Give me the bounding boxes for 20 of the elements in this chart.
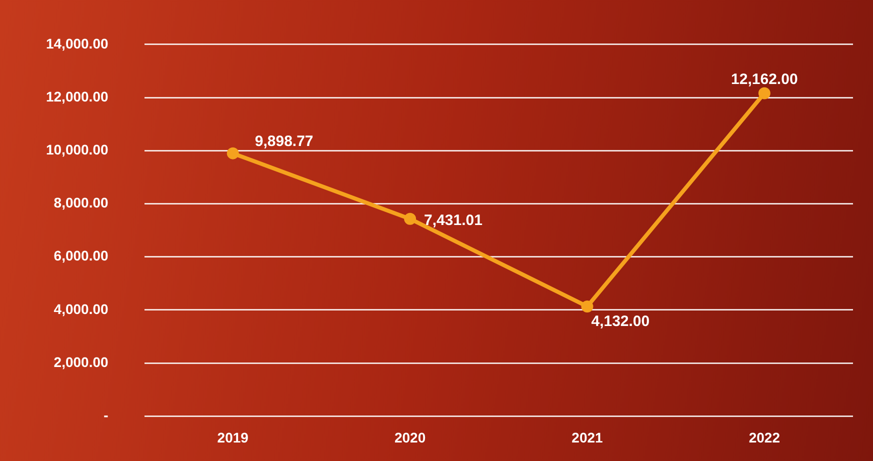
data-label: 9,898.77: [254, 132, 314, 150]
data-label: 7,431.01: [424, 212, 482, 229]
point: [404, 212, 416, 225]
y-tick-label: 14,000.00: [46, 35, 108, 52]
y-tick-label: 8,000.00: [54, 194, 108, 211]
x-tick-label: 2021: [572, 429, 604, 446]
data-label: 4,132.00: [591, 313, 650, 330]
x-tick-label: 2020: [394, 429, 426, 446]
y-tick-label: 6,000.00: [54, 248, 108, 264]
y-tick-label: 2,000.00: [54, 354, 108, 370]
x-tick-label: 2022: [748, 429, 780, 446]
y-tick-label: 10,000.00: [46, 141, 108, 158]
y-tick-label: 4,000.00: [54, 300, 108, 317]
y-tick-label: 12,000.00: [46, 88, 108, 104]
point: [581, 300, 594, 312]
data-label: 12,162.00: [731, 70, 798, 88]
point: [758, 87, 770, 100]
y-tick-label: -: [104, 407, 109, 424]
point: [226, 147, 239, 160]
x-tick-label: 2019: [217, 429, 249, 446]
